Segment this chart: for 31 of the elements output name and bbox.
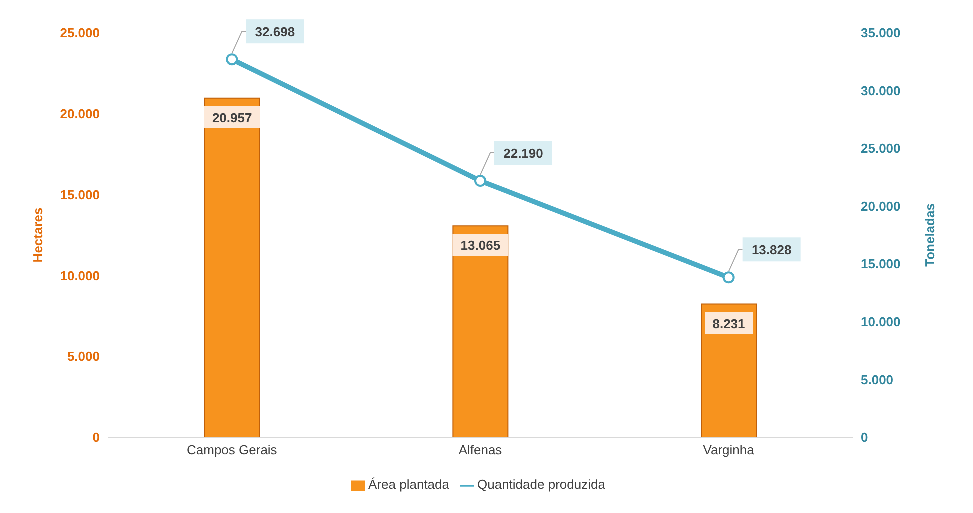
y2-tick-label: 20.000 [861, 198, 901, 214]
x-tick-label: Alfenas [458, 442, 503, 458]
data-label: 20.957 [212, 110, 252, 126]
x-tick-label: Varginha [703, 442, 756, 458]
y-tick-label: 20.000 [60, 106, 100, 122]
y-tick-label: 10.000 [60, 268, 100, 284]
data-label: 22.190 [504, 146, 544, 162]
y-tick-label: 15.000 [60, 187, 100, 202]
y-axis-title: Hectares [30, 208, 46, 263]
y2-axis-title: Toneladas [922, 204, 938, 267]
y2-tick-label: 5.000 [861, 372, 894, 388]
point [722, 272, 735, 284]
y2-tick-label: 35.000 [861, 26, 901, 41]
x-tick-label: Campos Gerais [187, 442, 278, 458]
y-tick-label: 5.000 [67, 349, 100, 364]
y2-tick-label: 0 [861, 430, 868, 446]
y-tick-label: 25.000 [60, 26, 100, 41]
y2-tick-label: 25.000 [861, 141, 901, 156]
y2-tick-label: 15.000 [861, 256, 901, 272]
point [226, 54, 238, 66]
bar [204, 98, 260, 438]
y-tick-label: 0 [92, 430, 100, 446]
data-label: 8.231 [712, 316, 746, 332]
data-label: 13.828 [752, 242, 792, 258]
point [474, 175, 486, 188]
y2-tick-label: 10.000 [861, 314, 901, 330]
legend-label: Quantidade produzida [478, 477, 606, 492]
data-label: 13.065 [460, 238, 501, 254]
data-label: 32.698 [255, 24, 296, 40]
y2-tick-label: 30.000 [861, 83, 901, 98]
legend-label: Área plantada [368, 477, 450, 492]
